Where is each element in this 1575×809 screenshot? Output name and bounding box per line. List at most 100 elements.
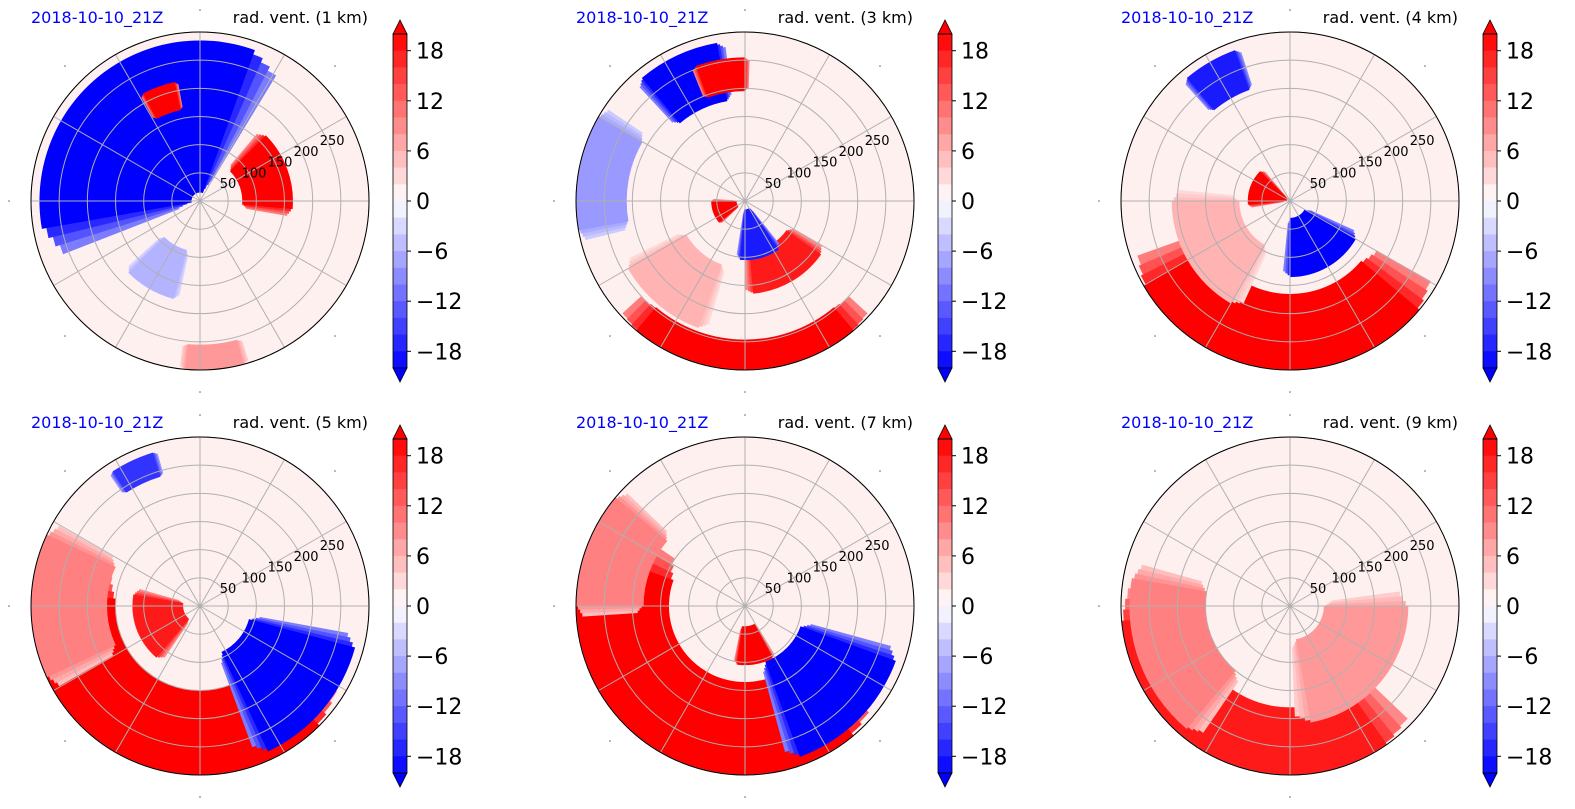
grid-spoke-300 bbox=[744, 200, 830, 348]
colorbar-tick-label: −12 bbox=[961, 290, 1007, 315]
colorbar-level bbox=[393, 201, 407, 219]
colorbar-level bbox=[938, 67, 952, 85]
colorbar-level bbox=[393, 284, 407, 302]
colorbar-tick-label: −18 bbox=[416, 340, 462, 365]
colorbar-tick-label: 0 bbox=[416, 595, 430, 620]
grid-spoke-240 bbox=[1205, 200, 1291, 348]
colorbar-level bbox=[1483, 201, 1497, 219]
azimuth-tick-mark bbox=[609, 335, 611, 337]
colorbar-tick-label: 18 bbox=[416, 445, 444, 470]
colorbar-level bbox=[393, 100, 407, 118]
colorbar-level bbox=[393, 267, 407, 285]
azimuth-tick-mark bbox=[1289, 9, 1291, 11]
colorbar-tick-label: 6 bbox=[1506, 545, 1520, 570]
grid-spoke-330 bbox=[1289, 605, 1437, 691]
colorbar-level bbox=[393, 34, 407, 52]
colorbar: 18 12 6 0 −6 −12 −18 bbox=[1482, 424, 1552, 788]
colorbar-level bbox=[393, 505, 407, 523]
azimuth-tick-mark bbox=[334, 335, 336, 337]
azimuth-tick-mark bbox=[1154, 65, 1156, 67]
grid-spoke-60 bbox=[199, 459, 285, 607]
colorbar-level bbox=[938, 472, 952, 490]
azimuth-tick-mark bbox=[1424, 740, 1426, 742]
colorbar-level bbox=[1483, 706, 1497, 724]
colorbar-level bbox=[938, 234, 952, 252]
radial-tick-label: 100 bbox=[242, 571, 267, 586]
colorbar-level bbox=[393, 555, 407, 574]
radial-tick-label: 150 bbox=[813, 156, 838, 171]
colorbar-level bbox=[938, 334, 952, 352]
colorbar-level bbox=[938, 555, 952, 574]
velocity-field bbox=[1121, 564, 1409, 775]
grid-spoke-210 bbox=[53, 605, 201, 691]
panel-title: rad. vent. (5 km) bbox=[233, 413, 368, 432]
radial-tick-label: 200 bbox=[839, 550, 864, 565]
colorbar-level bbox=[393, 639, 407, 657]
grid-spoke-120 bbox=[1205, 459, 1291, 607]
colorbar-level bbox=[393, 251, 407, 269]
colorbar-extend-min bbox=[937, 772, 953, 788]
azimuth-tick-mark bbox=[199, 414, 201, 416]
panel-title: rad. vent. (7 km) bbox=[778, 413, 913, 432]
grid-spoke-150 bbox=[53, 116, 201, 202]
colorbar-level bbox=[393, 455, 407, 473]
radial-tick-label: 200 bbox=[294, 145, 319, 160]
azimuth-tick-mark bbox=[879, 335, 881, 337]
grid-spoke-120 bbox=[660, 54, 746, 202]
colorbar-extend-min bbox=[937, 367, 953, 383]
grid-spoke-330 bbox=[199, 605, 347, 691]
colorbar-level bbox=[393, 234, 407, 252]
azimuth-tick-mark bbox=[609, 65, 611, 67]
velocity-feature-3-level-4 bbox=[142, 81, 181, 119]
polar-frame bbox=[30, 31, 370, 371]
colorbar-level bbox=[1483, 439, 1497, 457]
radial-tick-label: 200 bbox=[294, 550, 319, 565]
colorbar-level bbox=[938, 656, 952, 674]
colorbar-level bbox=[1483, 167, 1497, 185]
colorbar-level bbox=[1483, 134, 1497, 152]
colorbar-level bbox=[1483, 505, 1497, 523]
grid-spoke-60 bbox=[744, 54, 830, 202]
colorbar-level bbox=[393, 756, 407, 774]
radial-tick-label: 50 bbox=[220, 177, 237, 192]
grid-spoke-30 bbox=[1289, 521, 1437, 607]
velocity-feature-2-level-4 bbox=[1290, 209, 1356, 278]
grid-spoke-150 bbox=[1143, 116, 1291, 202]
grid-spoke-210 bbox=[1143, 605, 1291, 691]
colorbar-level bbox=[1483, 472, 1497, 490]
polar-frame bbox=[30, 436, 370, 776]
azimuth-tick-mark bbox=[334, 470, 336, 472]
radial-tick-label: 100 bbox=[242, 166, 267, 181]
velocity-feature-3-level-4 bbox=[739, 207, 779, 261]
polar-frame bbox=[575, 436, 915, 776]
grid-spoke-330 bbox=[1289, 200, 1437, 286]
colorbar-level bbox=[393, 150, 407, 169]
colorbar-level bbox=[1483, 267, 1497, 285]
grid-spoke-210 bbox=[598, 605, 746, 691]
colorbar-level bbox=[938, 489, 952, 507]
colorbar-level bbox=[1483, 334, 1497, 352]
panel-title: rad. vent. (1 km) bbox=[233, 8, 368, 27]
colorbar-level bbox=[938, 539, 952, 557]
colorbar-extend-max bbox=[392, 19, 408, 35]
colorbar-level bbox=[393, 539, 407, 557]
radial-tick-label: 200 bbox=[839, 145, 864, 160]
colorbar-level bbox=[938, 706, 952, 724]
colorbar-level bbox=[938, 217, 952, 235]
colorbar-level bbox=[393, 522, 407, 540]
radial-tick-label: 150 bbox=[268, 156, 293, 171]
colorbar-level bbox=[938, 639, 952, 657]
velocity-feature-6-level-4 bbox=[695, 57, 745, 98]
azimuth-tick-mark bbox=[553, 605, 555, 607]
grid-spoke-240 bbox=[115, 200, 201, 348]
azimuth-tick-mark bbox=[1098, 605, 1100, 607]
colorbar-level bbox=[938, 722, 952, 741]
grid-spoke-300 bbox=[1289, 605, 1375, 753]
colorbar-level bbox=[1483, 217, 1497, 235]
colorbar-level bbox=[1483, 117, 1497, 135]
panel-title: rad. vent. (9 km) bbox=[1323, 413, 1458, 432]
colorbar-extend-max bbox=[937, 19, 953, 35]
